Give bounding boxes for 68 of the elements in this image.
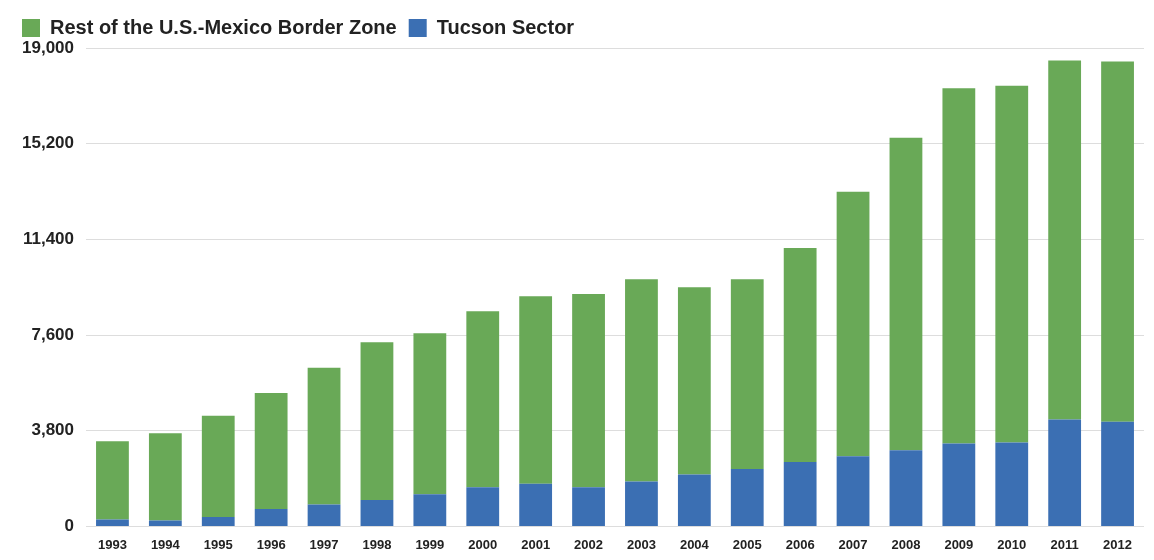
bar — [466, 311, 500, 488]
x-tick-label: 1997 — [309, 536, 339, 552]
bar — [730, 468, 764, 526]
bar — [254, 509, 288, 526]
bar — [1048, 60, 1082, 420]
x-tick-label: 2010 — [997, 536, 1027, 552]
bar — [148, 520, 182, 526]
y-tick-label: 11,400 — [22, 229, 74, 249]
bar — [360, 342, 394, 500]
bar — [360, 499, 394, 526]
bar — [572, 294, 605, 488]
bar — [413, 494, 447, 526]
bar — [148, 433, 182, 521]
x-tick-label: 1995 — [203, 536, 233, 552]
y-tick-label: 19,000 — [22, 37, 74, 57]
bar — [96, 441, 129, 520]
bar — [201, 415, 235, 518]
bar — [572, 487, 605, 526]
bar — [96, 519, 129, 526]
y-tick-label: 3,800 — [31, 420, 74, 440]
bar — [625, 279, 658, 482]
bar — [995, 442, 1029, 526]
bar — [783, 247, 817, 462]
x-tick-label: 1999 — [415, 536, 445, 552]
x-tick-label: 2011 — [1050, 536, 1079, 552]
x-tick-label: 1996 — [256, 536, 286, 552]
bar — [307, 367, 341, 505]
x-tick-label: 2006 — [785, 536, 815, 552]
x-tick-label: 1993 — [97, 536, 127, 552]
x-tick-label: 2004 — [679, 536, 710, 552]
bar — [942, 443, 976, 526]
bar — [730, 279, 764, 469]
bar — [519, 483, 553, 526]
bar — [1048, 419, 1082, 526]
legend-label: Rest of the U.S.-Mexico Border Zone — [50, 15, 397, 38]
x-tick-label: 2000 — [468, 536, 498, 552]
bar — [466, 487, 500, 526]
bar — [677, 474, 711, 526]
bar — [1101, 421, 1134, 526]
x-tick-label: 2003 — [626, 536, 656, 552]
y-tick-label: 0 — [64, 516, 74, 536]
bar — [889, 450, 923, 526]
bar — [1101, 61, 1134, 422]
bar — [307, 504, 341, 526]
bar — [413, 333, 447, 495]
bar — [942, 88, 976, 444]
x-tick-label: 1994 — [150, 536, 181, 552]
x-tick-label: 1998 — [362, 536, 392, 552]
bar — [519, 296, 553, 484]
bar — [889, 137, 923, 451]
bar — [625, 481, 658, 526]
x-tick-label: 2001 — [521, 536, 551, 552]
x-tick-label: 2009 — [944, 536, 974, 552]
y-tick-label: 7,600 — [31, 324, 74, 344]
bar — [783, 461, 817, 526]
x-tick-label: 2008 — [891, 536, 921, 552]
y-tick-label: 15,200 — [22, 133, 74, 153]
x-tick-label: 2012 — [1103, 536, 1133, 552]
bar — [201, 517, 235, 526]
bar — [254, 392, 288, 510]
bar — [836, 456, 870, 526]
x-tick-label: 2005 — [732, 536, 762, 552]
bar — [836, 191, 870, 457]
legend-label: Tucson Sector — [436, 15, 575, 38]
bar — [995, 85, 1029, 443]
x-tick-label: 2007 — [838, 536, 868, 552]
x-tick-label: 2002 — [574, 536, 604, 552]
bar — [677, 287, 711, 475]
